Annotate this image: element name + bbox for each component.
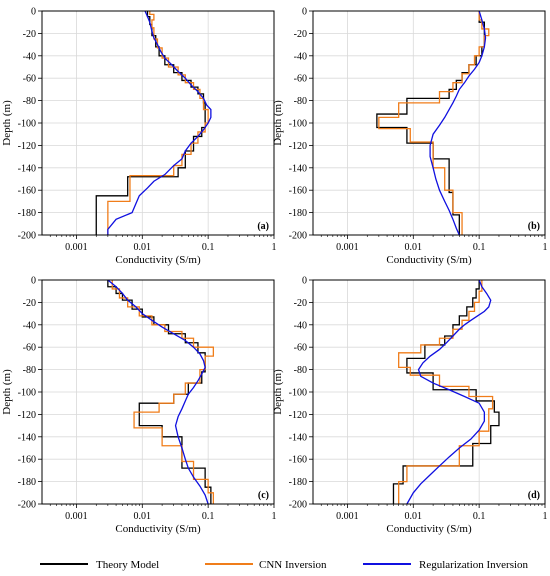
series-line-regularization-inversion (429, 10, 487, 236)
series-line-theory-model (107, 280, 212, 504)
y-tick-label: -20 (294, 298, 307, 309)
series-line-regularization-inversion (107, 279, 209, 505)
y-tick-label: -80 (294, 96, 307, 107)
y-tick-label: 0 (31, 276, 36, 287)
x-axis-title: Conductivity (S/m) (115, 254, 201, 266)
x-tick-label: 0.001 (336, 511, 359, 522)
panel-1: 0.001 0.01 0.1 1 0 -20 -40 -60 -80 -100 -120 -140 -1… (272, 7, 548, 267)
x-tick-label: 0.1 (202, 242, 215, 253)
x-tick-label: 1 (272, 242, 277, 253)
y-tick-label: -120 (18, 141, 36, 152)
y-axis-title: Depth (m) (272, 369, 284, 415)
y-tick-label: -80 (294, 365, 307, 376)
y-tick-label: -200 (18, 500, 36, 511)
grid (313, 10, 546, 236)
y-tick-label: -40 (23, 320, 36, 331)
series-line-cnn-inversion (378, 11, 490, 235)
series-line-theory-model (392, 280, 500, 504)
y-tick-label: 0 (31, 7, 36, 18)
x-tick-label: 0.001 (65, 242, 88, 253)
y-axis-title: Depth (m) (272, 100, 284, 146)
x-tick-label: 0.1 (473, 511, 486, 522)
y-tick-label: -140 (289, 163, 307, 174)
y-tick-label: -140 (289, 432, 307, 443)
y-tick-label: -60 (294, 343, 307, 354)
x-tick-label: 0.01 (134, 242, 152, 253)
y-tick-label: -80 (23, 365, 36, 376)
panel-0: 0.001 0.01 0.1 1 0 -20 -40 -60 -80 -100 -120 -140 -1… (1, 7, 277, 267)
y-tick-label: -100 (18, 119, 36, 130)
grid (42, 279, 275, 505)
x-tick-label: 0.01 (134, 511, 152, 522)
y-tick-label: -60 (23, 343, 36, 354)
legend-label: Regularization Inversion (419, 559, 529, 571)
panel-label: (d) (528, 490, 540, 501)
y-tick-label: -140 (18, 432, 36, 443)
y-tick-label: -160 (289, 186, 307, 197)
series-line-regularization-inversion (107, 10, 212, 235)
y-tick-label: -60 (294, 74, 307, 85)
series-line-cnn-inversion (398, 280, 494, 504)
x-tick-label: 1 (543, 242, 548, 253)
y-tick-label: -120 (18, 410, 36, 421)
y-tick-label: -180 (289, 477, 307, 488)
y-tick-label: -160 (18, 455, 36, 466)
legend-label: Theory Model (96, 559, 159, 571)
x-tick-label: 1 (272, 511, 277, 522)
x-axis-title: Conductivity (S/m) (386, 523, 472, 535)
y-tick-label: -180 (289, 208, 307, 219)
x-tick-label: 0.01 (405, 511, 423, 522)
x-axis-title: Conductivity (S/m) (115, 523, 201, 535)
y-tick-label: -140 (18, 163, 36, 174)
y-tick-label: -40 (294, 320, 307, 331)
series-line-regularization-inversion (406, 279, 492, 505)
y-tick-label: -40 (294, 51, 307, 62)
y-tick-label: -20 (294, 29, 307, 40)
y-tick-label: 0 (302, 276, 307, 287)
y-tick-label: -180 (18, 208, 36, 219)
y-tick-label: -200 (289, 231, 307, 242)
y-tick-label: -20 (23, 298, 36, 309)
x-axis-title: Conductivity (S/m) (386, 254, 472, 266)
x-tick-label: 1 (543, 511, 548, 522)
y-axis-title: Depth (m) (1, 100, 13, 146)
x-tick-label: 0.001 (336, 242, 359, 253)
y-tick-label: -200 (289, 500, 307, 511)
panel-2: 0.001 0.01 0.1 1 0 -20 -40 -60 -80 -100 -120 -140 -1… (1, 276, 277, 536)
grid (313, 279, 546, 505)
y-tick-label: -200 (18, 231, 36, 242)
panel-3: 0.001 0.01 0.1 1 0 -20 -40 -60 -80 -100 -120 -140 -1… (272, 276, 548, 536)
y-tick-label: -80 (23, 96, 36, 107)
panels: 0.001 0.01 0.1 1 0 -20 -40 -60 -80 -100 -120 -140 -1… (1, 7, 548, 536)
y-tick-label: -20 (23, 29, 36, 40)
legend: Theory Model CNN Inversion Regularization … (40, 559, 529, 571)
x-tick-label: 0.001 (65, 511, 88, 522)
legend-label: CNN Inversion (259, 559, 327, 571)
y-tick-label: 0 (302, 7, 307, 18)
y-tick-label: -160 (289, 455, 307, 466)
y-tick-label: -160 (18, 186, 36, 197)
x-tick-label: 0.01 (405, 242, 423, 253)
panel-label: (b) (528, 221, 540, 232)
y-tick-label: -180 (18, 477, 36, 488)
y-tick-label: -100 (289, 119, 307, 130)
y-tick-label: -100 (18, 388, 36, 399)
y-tick-label: -40 (23, 51, 36, 62)
y-tick-label: -100 (289, 388, 307, 399)
series-line-cnn-inversion (107, 11, 209, 235)
y-tick-label: -120 (289, 141, 307, 152)
x-tick-label: 0.1 (202, 511, 215, 522)
y-axis-title: Depth (m) (1, 369, 13, 415)
x-tick-label: 0.1 (473, 242, 486, 253)
series-line-theory-model (95, 11, 206, 235)
y-tick-label: -120 (289, 410, 307, 421)
y-tick-label: -60 (23, 74, 36, 85)
panel-label: (a) (257, 221, 269, 232)
panel-label: (c) (258, 490, 269, 501)
